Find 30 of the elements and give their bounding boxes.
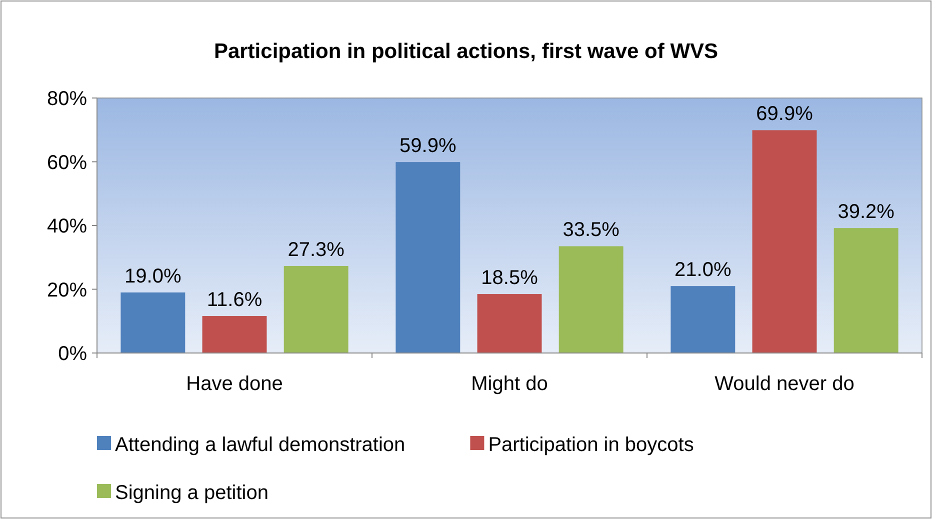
bar [558,246,624,353]
bar [202,316,267,353]
data-label: 18.5% [481,267,538,290]
y-tick-label: 20% [46,279,88,302]
y-tick-label: 0% [58,343,88,365]
bar [284,266,348,353]
data-label: 39.2% [838,201,895,224]
x-tick-label: Would never do [714,373,854,395]
y-tick-label: 80% [46,88,88,110]
chart-title: Participation in political actions, first wave of WVS [214,40,718,63]
y-tick-label: 60% [46,152,88,174]
data-label: 33.5% [562,219,620,242]
bar [120,292,186,353]
bar [752,130,817,353]
data-label: 19.0% [124,265,182,288]
data-label: 21.0% [674,259,732,282]
legend-label: Participation in boycots [488,434,694,456]
bar [477,294,542,353]
legend-label: Attending a lawful demonstration [115,434,406,456]
data-label: 27.3% [288,238,345,261]
data-label: 59.9% [400,135,456,158]
x-tick-label: Have done [186,373,283,395]
data-label: 69.9% [756,103,814,126]
bar [670,286,736,353]
bar [396,162,460,353]
bar [834,228,898,353]
x-tick-label: Might do [471,373,548,395]
y-tick-label: 40% [46,216,88,238]
legend-label: Signing a petition [115,482,268,504]
data-label: 11.6% [206,289,262,312]
